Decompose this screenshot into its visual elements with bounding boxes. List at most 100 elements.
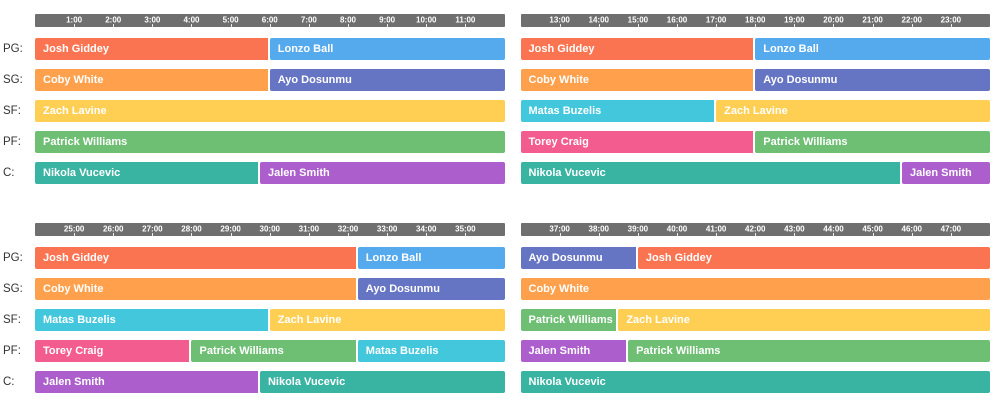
player-segment[interactable]: Patrick Williams [628, 340, 990, 362]
tick-label: 15:00 [627, 15, 649, 25]
tick-label: 32:00 [337, 224, 359, 234]
position-label: SF: [3, 314, 21, 326]
tick-mark [347, 233, 349, 236]
player-segment[interactable]: Patrick Williams [520, 309, 619, 331]
tick-mark [637, 233, 639, 236]
player-name: Patrick Williams [199, 345, 284, 357]
player-segment[interactable]: Ayo Dosunmu [755, 69, 990, 91]
player-segment[interactable]: Torey Craig [520, 131, 756, 153]
tick-mark [676, 233, 678, 236]
player-segment[interactable]: Ayo Dosunmu [520, 247, 638, 269]
player-segment[interactable]: Jalen Smith [901, 162, 990, 184]
player-name: Ayo Dosunmu [277, 74, 352, 86]
player-segment[interactable]: Zach Lavine [35, 100, 505, 122]
tick-label: 41:00 [705, 224, 727, 234]
player-segment[interactable]: Josh Giddey [637, 247, 990, 269]
tick-mark [950, 24, 952, 27]
player-name: Matas Buzelis [43, 314, 116, 326]
tick-label: 22:00 [901, 15, 922, 25]
rotation-row: Matas Buzelis Zach Lavine [35, 309, 505, 331]
player-segment[interactable]: Nikola Vucevic [259, 371, 505, 393]
player-segment[interactable]: Torey Craig [35, 340, 192, 362]
tick-label: 38:00 [588, 224, 609, 234]
player-segment[interactable]: Zach Lavine [618, 309, 990, 331]
tick-label: 35:00 [455, 224, 476, 234]
player-name: Josh Giddey [645, 252, 712, 264]
tick-label: 30:00 [259, 224, 280, 234]
player-segment[interactable]: Lonzo Ball [357, 247, 505, 269]
tick-mark [833, 24, 835, 27]
tick-label: 45:00 [862, 224, 883, 234]
tick-mark [74, 233, 76, 236]
tick-label: 8:00 [339, 15, 356, 25]
player-segment[interactable]: Josh Giddey [35, 38, 270, 60]
player-segment[interactable]: Nikola Vucevic [520, 162, 902, 184]
player-name: Coby White [43, 283, 104, 295]
player-segment[interactable]: Patrick Williams [191, 340, 358, 362]
player-name: Jalen Smith [909, 167, 972, 179]
player-segment[interactable]: Lonzo Ball [269, 38, 505, 60]
tick-label: 2:00 [105, 15, 122, 25]
player-name: Nikola Vucevic [43, 167, 121, 179]
player-segment[interactable]: Coby White [520, 69, 756, 91]
tick-label: 13:00 [549, 15, 570, 25]
tick-label: 25:00 [63, 224, 85, 234]
tick-label: 33:00 [376, 224, 398, 234]
row-labels: PG: SG: SF: PF: C: [0, 223, 35, 402]
tick-mark [191, 233, 193, 236]
player-name: Zach Lavine [626, 314, 690, 326]
position-label: SG: [3, 74, 23, 86]
player-segment[interactable]: Josh Giddey [35, 247, 358, 269]
player-segment[interactable]: Jalen Smith [259, 162, 505, 184]
player-segment[interactable]: Matas Buzelis [520, 100, 717, 122]
rotation-row: Jalen Smith Nikola Vucevic [35, 371, 505, 393]
player-name: Lonzo Ball [763, 43, 819, 55]
player-segment[interactable]: Coby White [35, 69, 270, 91]
player-segment[interactable]: Coby White [35, 278, 358, 300]
tick-mark [755, 24, 757, 27]
player-segment[interactable]: Matas Buzelis [357, 340, 505, 362]
player-segment[interactable]: Ayo Dosunmu [269, 69, 505, 91]
position-label: SG: [3, 283, 23, 295]
player-name: Jalen Smith [267, 167, 330, 179]
tick-label: 5:00 [222, 15, 239, 25]
player-name: Lonzo Ball [277, 43, 334, 55]
tick-label: 29:00 [220, 224, 241, 234]
player-segment[interactable]: Lonzo Ball [755, 38, 990, 60]
player-name: Torey Craig [528, 136, 589, 148]
position-label: PG: [3, 252, 23, 264]
player-segment[interactable]: Josh Giddey [520, 38, 756, 60]
tick-mark [113, 233, 115, 236]
tick-mark [559, 24, 561, 27]
player-name: Matas Buzelis [528, 105, 602, 117]
player-name: Coby White [528, 74, 590, 86]
player-name: Josh Giddey [43, 252, 110, 264]
rotation-row: Ayo Dosunmu Josh Giddey [520, 247, 990, 269]
player-name: Josh Giddey [43, 43, 110, 55]
player-segment[interactable]: Patrick Williams [35, 131, 505, 153]
player-segment[interactable]: Nikola Vucevic [35, 162, 260, 184]
tick-mark [716, 24, 718, 27]
player-segment[interactable]: Ayo Dosunmu [357, 278, 505, 300]
tick-label: 23:00 [940, 15, 962, 25]
tick-mark [387, 233, 389, 236]
tick-label: 28:00 [181, 224, 202, 234]
player-name: Nikola Vucevic [528, 376, 606, 388]
rotation-row: Patrick Williams Zach Lavine [520, 309, 990, 331]
player-segment[interactable]: Matas Buzelis [35, 309, 270, 331]
player-segment[interactable]: Coby White [520, 278, 990, 300]
quarter-panel: 25:00 26:00 27:00 28:00 29:00 30:00 31:00 32:00… [35, 223, 505, 402]
tick-mark [598, 24, 600, 27]
tick-mark [387, 24, 389, 27]
player-segment[interactable]: Zach Lavine [716, 100, 990, 122]
tick-mark [347, 24, 349, 27]
player-segment[interactable]: Jalen Smith [520, 340, 629, 362]
tick-mark [755, 233, 757, 236]
tick-mark [152, 24, 154, 27]
player-segment[interactable]: Patrick Williams [755, 131, 990, 153]
player-segment[interactable]: Nikola Vucevic [520, 371, 990, 393]
tick-mark [794, 233, 796, 236]
quarter-panel: 37:00 38:00 39:00 40:00 41:00 42:00 43:00 44:00… [520, 223, 990, 402]
player-segment[interactable]: Jalen Smith [35, 371, 260, 393]
player-segment[interactable]: Zach Lavine [269, 309, 505, 331]
